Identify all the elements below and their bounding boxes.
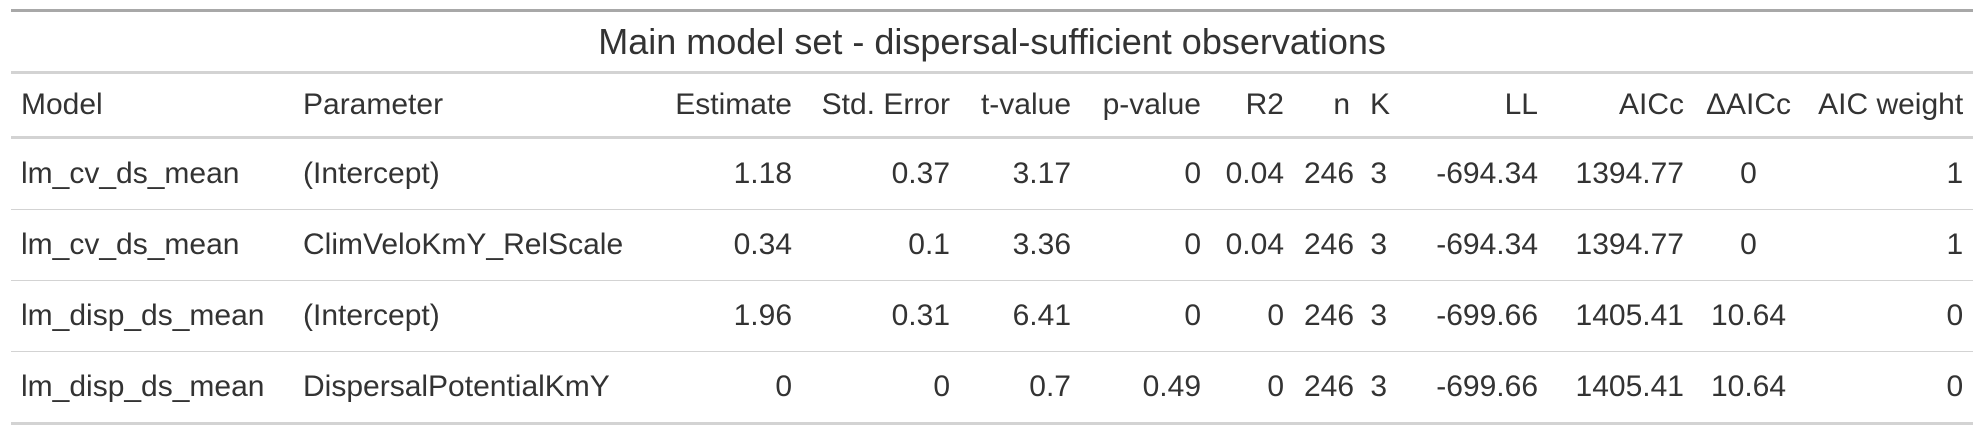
cell-aic-weight: 1 <box>1803 137 1974 210</box>
table-title: Main model set - dispersal-sufficient ob… <box>11 9 1974 74</box>
table-row: lm_cv_ds_mean ClimVeloKmY_RelScale 0.34 … <box>11 209 1974 281</box>
cell-ll: -699.66 <box>1397 280 1548 352</box>
results-table-container: Main model set - dispersal-sufficient ob… <box>11 9 1974 425</box>
cell-k: 3 <box>1360 137 1397 210</box>
cell-aic-weight: 1 <box>1803 209 1974 281</box>
column-header-aic-weight: AIC weight <box>1803 72 1974 139</box>
cell-aicc: 1405.41 <box>1548 351 1694 425</box>
cell-model: lm_disp_ds_mean <box>11 280 293 352</box>
cell-t-value: 3.17 <box>960 137 1081 210</box>
cell-delta-aicc: 10.64 <box>1694 351 1803 425</box>
cell-p-value: 0 <box>1081 280 1211 352</box>
cell-n: 246 <box>1294 351 1360 425</box>
cell-ll: -694.34 <box>1397 209 1548 281</box>
cell-std-error: 0.37 <box>802 137 960 210</box>
column-header-estimate: Estimate <box>644 72 802 139</box>
cell-aic-weight: 0 <box>1803 351 1974 425</box>
cell-n: 246 <box>1294 137 1360 210</box>
column-header-row: Model Parameter Estimate Std. Error t-va… <box>11 72 1974 139</box>
cell-estimate: 0.34 <box>644 209 802 281</box>
cell-estimate: 1.96 <box>644 280 802 352</box>
cell-p-value: 0.49 <box>1081 351 1211 425</box>
model-results-table: Main model set - dispersal-sufficient ob… <box>11 9 1974 425</box>
cell-parameter: DispersalPotentialKmY <box>293 351 644 425</box>
column-header-t-value: t-value <box>960 72 1081 139</box>
column-header-r2: R2 <box>1211 72 1294 139</box>
cell-estimate: 1.18 <box>644 137 802 210</box>
table-row: lm_disp_ds_mean DispersalPotentialKmY 0 … <box>11 351 1974 425</box>
cell-parameter: (Intercept) <box>293 280 644 352</box>
cell-ll: -694.34 <box>1397 137 1548 210</box>
cell-p-value: 0 <box>1081 137 1211 210</box>
cell-t-value: 0.7 <box>960 351 1081 425</box>
cell-std-error: 0 <box>802 351 960 425</box>
cell-n: 246 <box>1294 209 1360 281</box>
column-header-k: K <box>1360 72 1397 139</box>
column-header-parameter: Parameter <box>293 72 644 139</box>
cell-parameter: ClimVeloKmY_RelScale <box>293 209 644 281</box>
cell-aicc: 1394.77 <box>1548 137 1694 210</box>
column-header-p-value: p-value <box>1081 72 1211 139</box>
cell-aicc: 1405.41 <box>1548 280 1694 352</box>
cell-r2: 0 <box>1211 351 1294 425</box>
column-header-aicc: AICc <box>1548 72 1694 139</box>
column-header-n: n <box>1294 72 1360 139</box>
cell-k: 3 <box>1360 209 1397 281</box>
table-row: lm_disp_ds_mean (Intercept) 1.96 0.31 6.… <box>11 280 1974 352</box>
column-header-ll: LL <box>1397 72 1548 139</box>
column-header-std-error: Std. Error <box>802 72 960 139</box>
cell-ll: -699.66 <box>1397 351 1548 425</box>
cell-model: lm_disp_ds_mean <box>11 351 293 425</box>
cell-k: 3 <box>1360 351 1397 425</box>
cell-delta-aicc: 0 <box>1694 209 1803 281</box>
cell-p-value: 0 <box>1081 209 1211 281</box>
cell-parameter: (Intercept) <box>293 137 644 210</box>
cell-k: 3 <box>1360 280 1397 352</box>
cell-std-error: 0.1 <box>802 209 960 281</box>
cell-r2: 0 <box>1211 280 1294 352</box>
cell-delta-aicc: 10.64 <box>1694 280 1803 352</box>
cell-delta-aicc: 0 <box>1694 137 1803 210</box>
column-header-model: Model <box>11 72 293 139</box>
cell-estimate: 0 <box>644 351 802 425</box>
cell-model: lm_cv_ds_mean <box>11 137 293 210</box>
cell-model: lm_cv_ds_mean <box>11 209 293 281</box>
cell-t-value: 3.36 <box>960 209 1081 281</box>
cell-aicc: 1394.77 <box>1548 209 1694 281</box>
cell-r2: 0.04 <box>1211 137 1294 210</box>
column-header-delta-aicc: ΔAICc <box>1694 72 1803 139</box>
table-row: lm_cv_ds_mean (Intercept) 1.18 0.37 3.17… <box>11 137 1974 210</box>
cell-n: 246 <box>1294 280 1360 352</box>
cell-t-value: 6.41 <box>960 280 1081 352</box>
cell-std-error: 0.31 <box>802 280 960 352</box>
cell-aic-weight: 0 <box>1803 280 1974 352</box>
cell-r2: 0.04 <box>1211 209 1294 281</box>
